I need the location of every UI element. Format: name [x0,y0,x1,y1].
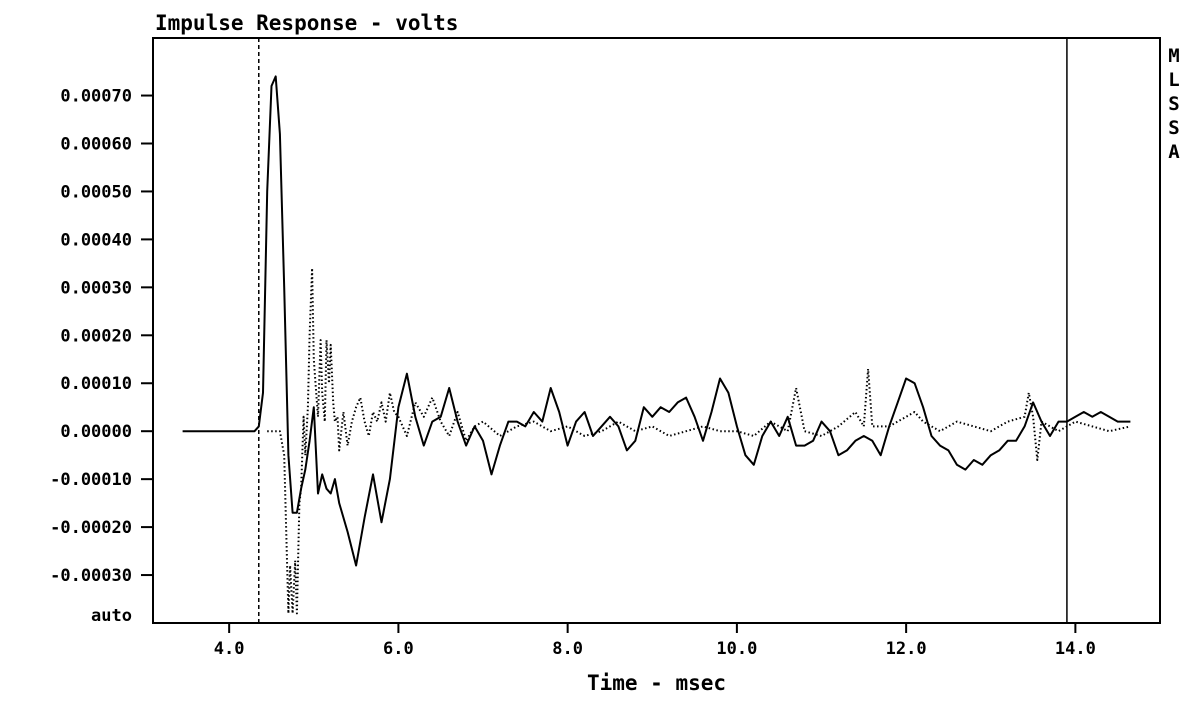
x-tick-label: 6.0 [383,639,414,659]
y-tick-label: 0.00060 [60,134,132,154]
x-tick-label: 4.0 [214,639,245,659]
y-tick-label: 0.00030 [60,278,132,298]
y-axis-bottom-label: auto [91,606,132,626]
y-tick-label: -0.00030 [50,566,132,586]
side-label-letter: L [1168,69,1179,91]
y-tick-label: 0.00040 [60,230,132,250]
cursor-markers [258,38,1068,623]
y-axis-ticks: 0.00070 0.00060 0.00050 0.00040 0.00030 0.000… [50,87,153,586]
y-tick-label: 0.00050 [60,182,132,202]
x-tick-label: 10.0 [716,639,757,659]
x-axis-ticks: 4.0 6.0 8.0 10.0 12.0 14.0 [214,623,1096,659]
side-label-letter: A [1168,141,1180,163]
plot-series [182,75,1131,615]
chart-title: Impulse Response - volts [155,11,458,35]
series-line-dotted [267,267,1131,615]
x-tick-label: 14.0 [1055,639,1096,659]
y-tick-label: -0.00020 [50,518,132,538]
side-label-letter: M [1168,45,1179,67]
x-tick-label: 8.0 [552,639,583,659]
y-tick-label: 0.00020 [60,326,132,346]
x-axis-label: Time - msec [587,671,726,695]
y-tick-label: 0.00000 [60,422,132,442]
x-tick-label: 12.0 [886,639,927,659]
y-tick-label: 0.00010 [60,374,132,394]
y-tick-label: 0.00070 [60,87,132,107]
side-label-letter: S [1168,93,1179,115]
series-line-solid [182,75,1131,567]
side-label-letter: S [1168,117,1179,139]
plot-frame [152,37,1161,624]
y-tick-label: -0.00010 [50,470,132,490]
